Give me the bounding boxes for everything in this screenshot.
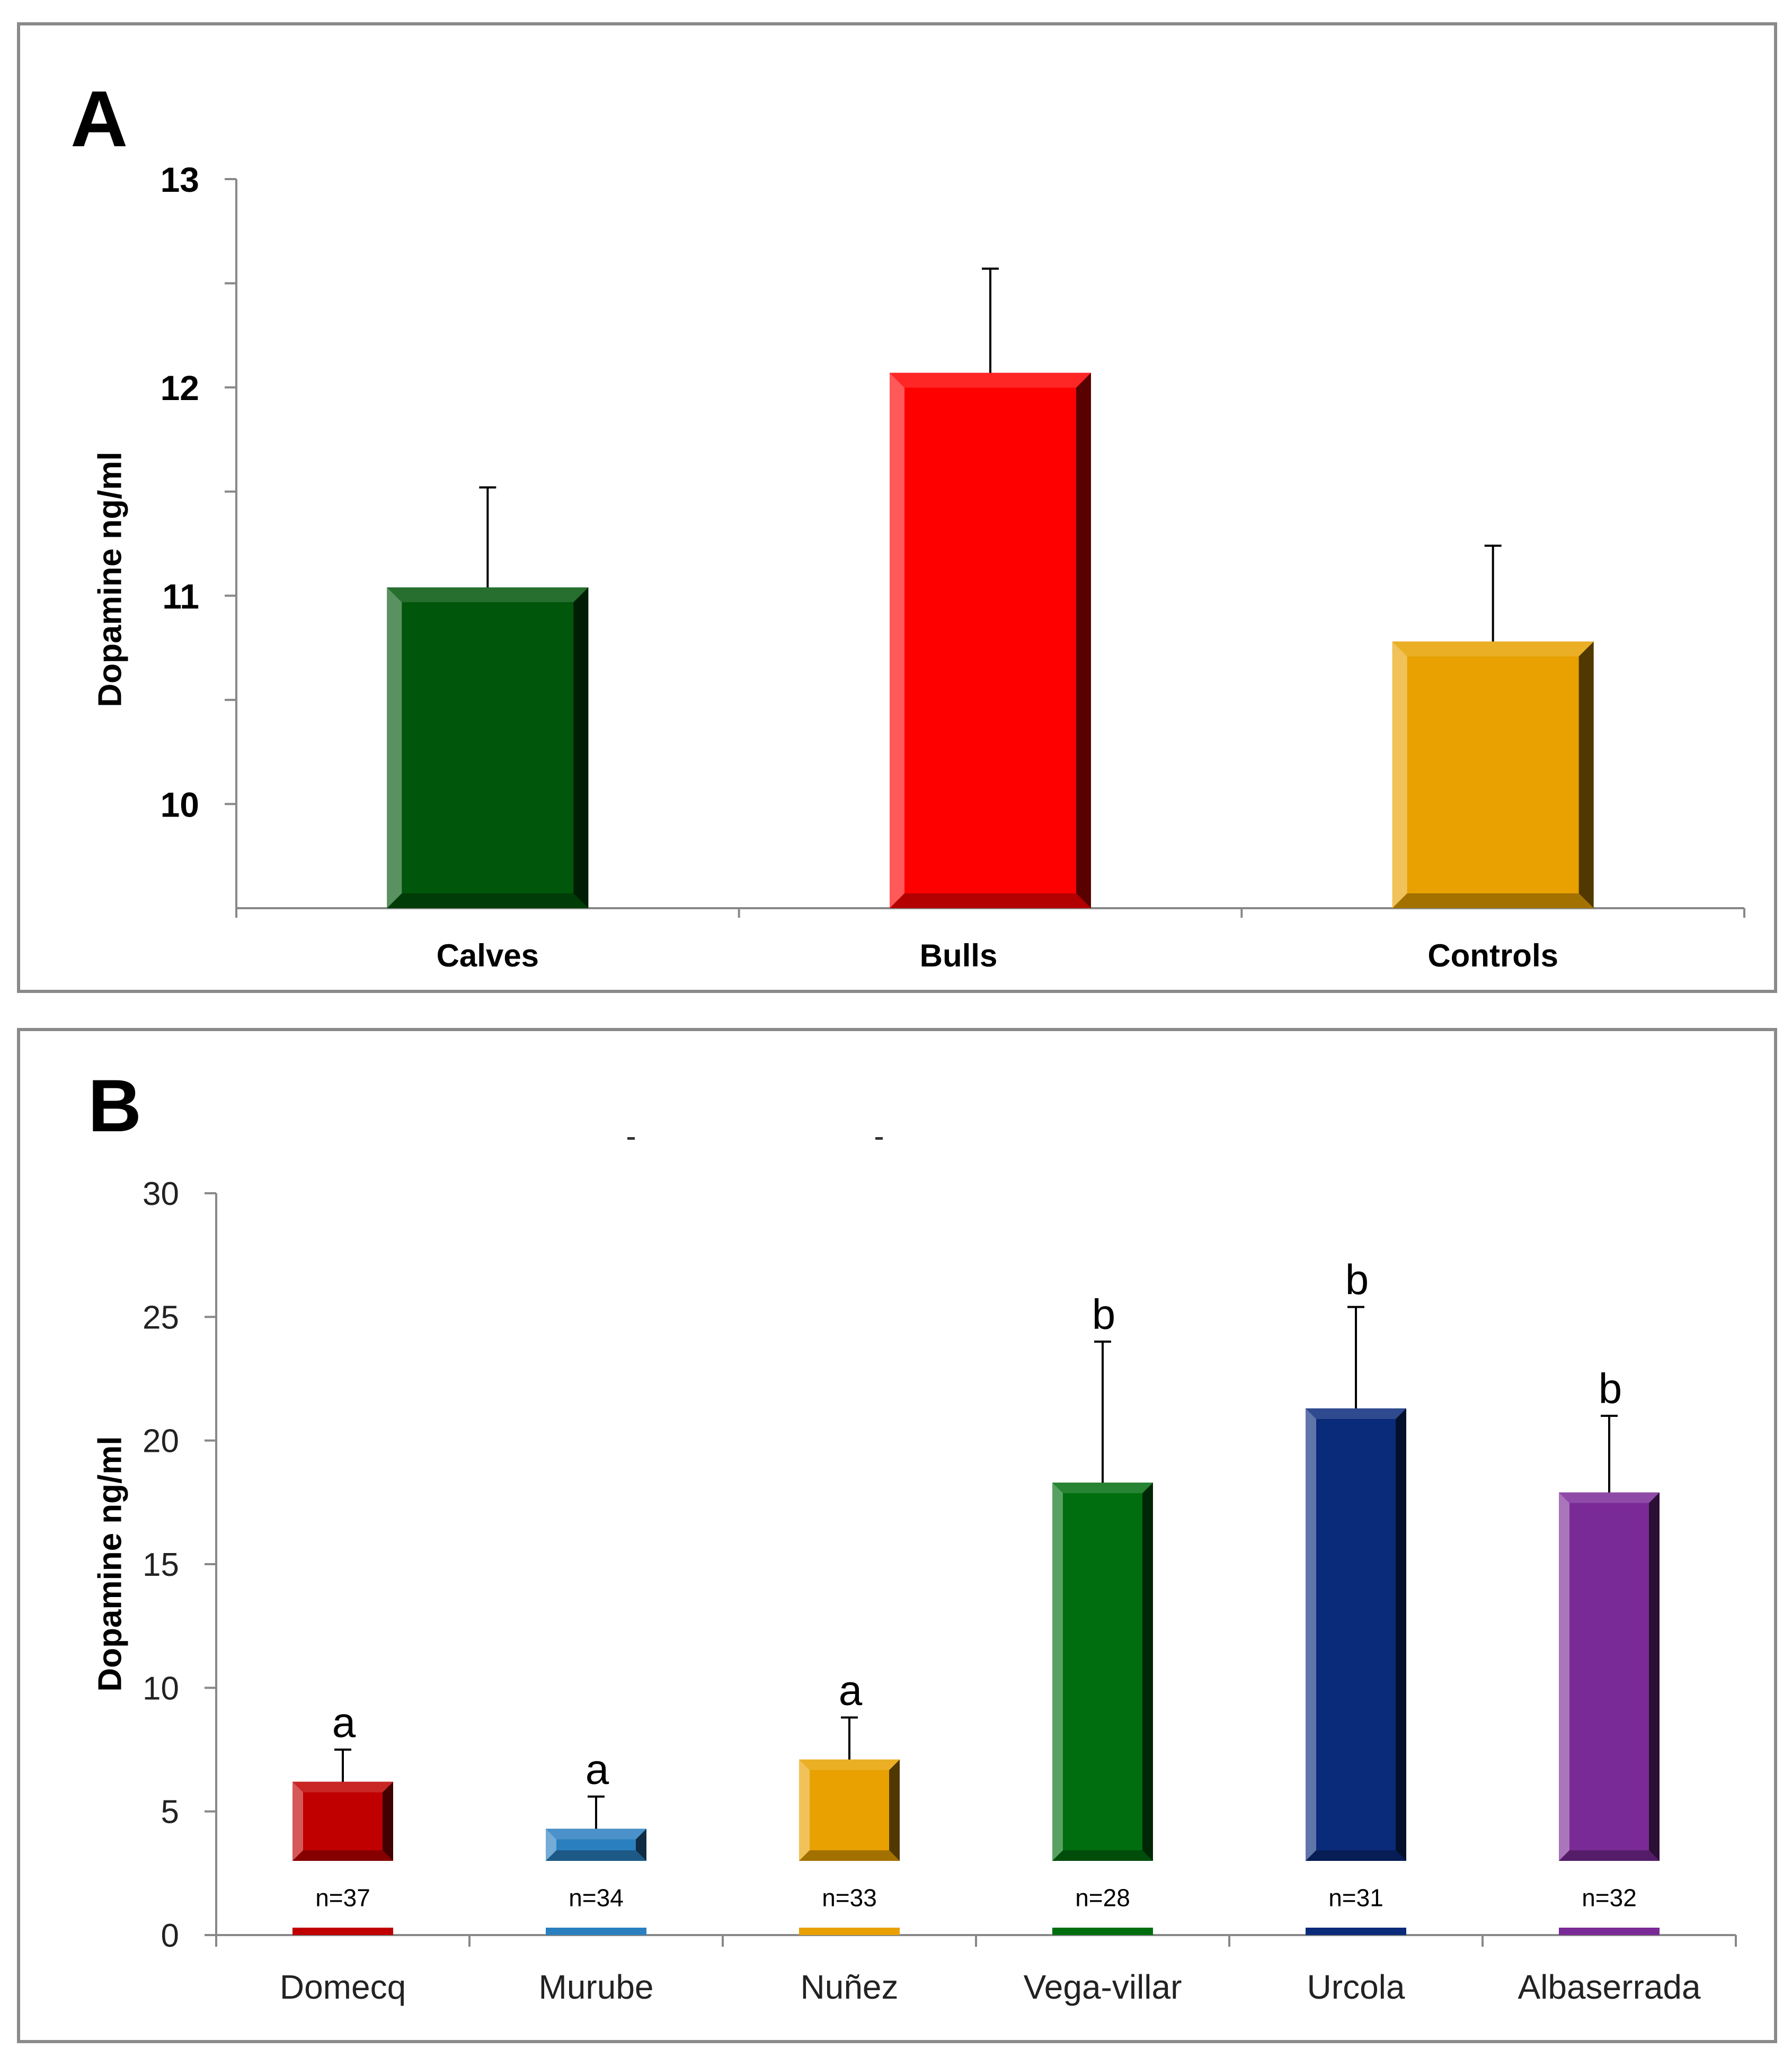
bar-nuez <box>799 1759 900 1861</box>
x-category-label: Domecq <box>280 1968 406 2006</box>
sample-size-label: n=32 <box>1582 1884 1637 1911</box>
y-tick-label: 0 <box>161 1918 179 1954</box>
bar-bulls <box>890 372 1091 908</box>
significance-letter: a <box>332 1699 356 1746</box>
y-tick-label: 30 <box>143 1176 179 1212</box>
stray-dash-mark <box>875 1137 883 1140</box>
bar-base-nuez <box>799 1928 900 1935</box>
y-tick-label: 10 <box>143 1670 179 1707</box>
bar-bulls-bevel-top <box>890 372 1091 388</box>
bar-bulls-bevel-right <box>1076 372 1091 908</box>
bar-albaserrada-bevel-right <box>1649 1492 1660 1861</box>
bar-bulls-bevel-bottom <box>890 893 1091 908</box>
bar-base-vegavillar <box>1052 1928 1153 1935</box>
bar-domecq-bevel-left <box>292 1781 303 1861</box>
bar-calves-bevel-top <box>387 587 589 602</box>
y-tick-label: 13 <box>161 160 199 199</box>
bar-controls-bevel-bottom <box>1392 893 1594 908</box>
panel-a: A Dopamine ng/ml 10 11 12 13 Calves Bulls Cont… <box>17 22 1777 993</box>
sample-size-label: n=28 <box>1075 1884 1130 1911</box>
y-tick-label: 10 <box>161 785 199 824</box>
sample-size-label: n=37 <box>315 1884 370 1911</box>
y-tick-label: 5 <box>161 1794 179 1831</box>
bar-nuez-bevel-top <box>799 1759 900 1770</box>
bar-urcola-bevel-left <box>1306 1408 1316 1861</box>
panel-a-label: A <box>70 74 128 163</box>
x-category-label: Urcola <box>1307 1968 1405 2006</box>
bar-urcola-bevel-right <box>1396 1408 1406 1861</box>
bar-vegavillar-bevel-bottom <box>1052 1850 1153 1861</box>
x-category-label: Controls <box>1427 938 1558 973</box>
bar-urcola <box>1306 1408 1406 1861</box>
bar-nuez-bevel-bottom <box>799 1850 900 1861</box>
sample-size-label: n=34 <box>569 1884 624 1911</box>
bar-controls-bevel-left <box>1392 641 1407 908</box>
panel-b-label: B <box>88 1064 142 1147</box>
y-tick-label: 15 <box>143 1547 179 1583</box>
x-category-label: Vega-villar <box>1024 1968 1182 2006</box>
bar-murube-bevel-left <box>546 1829 556 1861</box>
y-tick-label: 11 <box>162 576 199 616</box>
bar-vegavillar-bevel-top <box>1052 1483 1153 1493</box>
panel-a-chart: 10 11 12 13 Calves Bulls Controls <box>161 160 1745 973</box>
x-category-label: Murube <box>539 1968 654 2006</box>
x-category-label: Calves <box>437 938 539 973</box>
bar-calves <box>387 587 589 908</box>
stray-dash-mark <box>627 1137 635 1140</box>
bar-nuez-bevel-left <box>799 1759 810 1861</box>
bar-domecq-bevel-top <box>292 1781 393 1793</box>
bar-murube-bevel-bottom <box>546 1850 646 1861</box>
bar-urcola-bevel-top <box>1306 1408 1406 1419</box>
bar-murube-bevel-right <box>636 1829 646 1861</box>
x-category-label: Albaserrada <box>1518 1968 1701 2006</box>
y-tick-label: 25 <box>143 1299 179 1336</box>
bar-urcola-bevel-bottom <box>1306 1850 1406 1861</box>
bar-albaserrada <box>1559 1492 1660 1861</box>
x-category-label: Nuñez <box>801 1968 899 2006</box>
significance-letter: b <box>1345 1256 1369 1303</box>
bar-domecq-bevel-right <box>383 1781 393 1861</box>
bar-vegavillar-bevel-left <box>1052 1483 1063 1861</box>
bar-vegavillar <box>1052 1483 1153 1861</box>
bar-controls <box>1392 641 1594 908</box>
bar-vegavillar-bevel-right <box>1142 1483 1153 1861</box>
significance-letter: a <box>839 1666 863 1714</box>
bar-domecq <box>292 1781 393 1861</box>
bar-albaserrada-bevel-top <box>1559 1492 1660 1503</box>
bar-albaserrada-bevel-left <box>1559 1492 1569 1861</box>
sample-size-label: n=33 <box>822 1884 877 1911</box>
bar-domecq-bevel-bottom <box>292 1850 393 1861</box>
y-tick-label: 12 <box>161 368 199 407</box>
significance-letter: a <box>585 1746 609 1793</box>
bar-murube-bevel-top <box>546 1829 646 1840</box>
bar-base-murube <box>546 1928 646 1935</box>
bar-base-albaserrada <box>1559 1928 1660 1935</box>
x-category-label: Bulls <box>920 938 998 973</box>
bar-controls-bevel-right <box>1578 641 1594 908</box>
bar-calves-bevel-bottom <box>387 893 589 908</box>
bar-base-domecq <box>292 1928 393 1935</box>
y-tick-label: 20 <box>143 1423 179 1460</box>
bar-bulls-bevel-left <box>890 372 904 908</box>
sample-size-label: n=31 <box>1328 1884 1383 1911</box>
bar-albaserrada-bevel-bottom <box>1559 1850 1660 1861</box>
bar-calves-bevel-right <box>573 587 589 908</box>
bar-controls-bevel-top <box>1392 641 1594 657</box>
panel-b-chart: 0 5 10 15 20 25 30 a n=37 Domecq a n=34 Murube a n=33 N… <box>143 1176 1737 2006</box>
panel-b: B Dopamine ng/ml 0 5 10 15 20 25 30 a n=37 Domecq… <box>17 1028 1777 2043</box>
bar-nuez-bevel-right <box>889 1759 900 1861</box>
significance-letter: b <box>1092 1291 1116 1338</box>
bar-base-urcola <box>1306 1928 1406 1935</box>
significance-letter: b <box>1599 1365 1622 1412</box>
bar-calves-bevel-left <box>387 587 402 908</box>
